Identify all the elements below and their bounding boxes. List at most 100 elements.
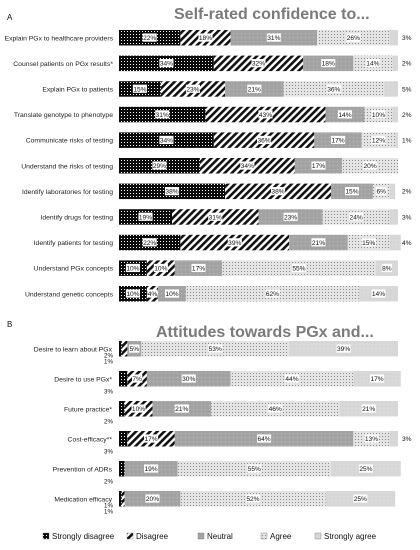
data-label-box [191, 263, 206, 273]
data-label-strongly-agree: 4% [402, 240, 412, 247]
data-label-agree: 13% [365, 436, 378, 443]
data-label-agree: 44% [285, 376, 298, 383]
bar-segment-strongly-agree [389, 431, 398, 447]
bar-row-explain-pgx-to-healthcare-providers: Explain PGx to healthcare providers 22% 18… [5, 30, 412, 46]
data-label-box [311, 161, 326, 170]
data-label-strongly-agree: 3% [402, 436, 412, 443]
bar-row-explain-pgx-to-patients: Explain PGx to patients 15% 23% 21% 36% 5% [42, 81, 412, 97]
data-label-box [361, 404, 376, 413]
legend-swatch [314, 532, 322, 540]
data-label-box [266, 33, 281, 42]
data-label-box [336, 344, 351, 353]
data-label-strongly-agree: 2% [402, 112, 412, 119]
panel-a-title: Self-rated confidence to... [174, 6, 370, 23]
data-label-strongly-disagree: 3% [104, 388, 113, 395]
category-label: Understand PGx concepts [34, 266, 114, 273]
data-label-disagree: 31% [209, 214, 222, 221]
data-label-disagree: 2% [104, 352, 113, 359]
bar-row-cost-efficacy: Cost-efficacy** 3% 17% 64% 13% 3% [68, 431, 412, 455]
data-label-strongly-agree: 17% [370, 376, 383, 383]
data-label-box [247, 84, 262, 93]
data-label-agree: 53% [209, 346, 222, 353]
data-label-agree: 52% [246, 496, 259, 503]
data-label-box [208, 344, 223, 353]
data-label-box [364, 434, 379, 443]
data-label-disagree: 32% [252, 61, 265, 68]
category-label: Desire to use PGx* [54, 376, 112, 383]
data-label-box [376, 187, 387, 196]
data-label-box [247, 464, 262, 473]
data-label-box [257, 434, 272, 443]
data-label-box [227, 238, 242, 247]
data-label-disagree: 18% [199, 35, 212, 42]
data-label-box [363, 161, 378, 170]
data-label-neutral: 21% [312, 240, 325, 247]
bar-segment-strongly-disagree [119, 461, 125, 477]
data-label-box [346, 33, 361, 42]
data-label-box [125, 263, 140, 273]
data-label-strongly-disagree: 29% [153, 163, 166, 170]
panel-a-chart: Explain PGx to healthcare providers 22% 18… [5, 30, 412, 302]
data-label-box [198, 33, 213, 42]
data-label-disagree: 1% [104, 502, 113, 509]
panel-b-letter: B [7, 320, 12, 329]
data-label-disagree: 34% [241, 163, 254, 170]
data-label-strongly-disagree: 10% [126, 291, 139, 298]
data-label-strongly-disagree: 15% [133, 86, 146, 93]
category-label: Translate genotype to phenotype [14, 112, 113, 119]
data-label-box [361, 238, 376, 247]
data-label-strongly-agree: 3% [402, 35, 412, 42]
data-label-neutral: 20% [146, 496, 159, 503]
panel-b-title: Attitudes towards PGx and... [156, 324, 374, 341]
data-label-agree: 55% [248, 466, 261, 473]
data-label-strongly-agree: 5% [402, 86, 412, 93]
data-label-neutral: 17% [312, 163, 325, 170]
data-label-box [153, 263, 168, 273]
data-label-strongly-disagree: 34% [160, 61, 173, 68]
data-label-box [240, 161, 255, 170]
bar-segment-strongly-agree [384, 81, 398, 97]
data-label-disagree: 23% [186, 86, 199, 93]
bar-segment-strongly-agree [389, 183, 396, 200]
data-label-box [159, 135, 174, 145]
bar-row-counsel-patients-on-pgx-results: Counsel patients on PGx results* 34% 32% 18… [13, 55, 412, 72]
legend-item-neutral: Neutral [197, 532, 233, 541]
legend-label: Agree [270, 532, 292, 541]
data-label-strongly-disagree: 22% [143, 240, 156, 247]
data-label-strongly-disagree: 2% [104, 418, 113, 425]
legend-label: Strongly agree [324, 532, 377, 541]
data-label-neutral: 17% [192, 265, 205, 272]
data-label-strongly-agree: 3% [402, 214, 412, 221]
data-label-box [129, 344, 140, 353]
bar-row-identify-laboratories-for-testing: Identify laboratories for testing 38% 38% 1… [22, 183, 412, 200]
data-label-strongly-disagree: 31% [156, 112, 169, 119]
category-label: Identify laboratories for testing [22, 189, 113, 196]
legend-label: Disagree [136, 532, 169, 541]
data-label-strongly-disagree: 19% [139, 214, 152, 221]
data-label-box [164, 289, 180, 298]
data-label-disagree: 10% [132, 406, 145, 413]
data-label-disagree: 17% [144, 436, 157, 443]
data-label-box [142, 33, 157, 42]
data-label-neutral: 15% [345, 189, 358, 196]
data-label-neutral: 19% [144, 466, 157, 473]
bar-segment-strongly-agree [392, 55, 398, 72]
legend-item-strongly-agree: Strongly agree [314, 532, 377, 541]
category-label: Desire to learn about PGx [34, 346, 113, 353]
category-label: Identify patients for testing [34, 240, 114, 247]
data-label-box [311, 238, 326, 247]
legend-swatch [260, 532, 268, 540]
bar-segment-strongly-agree [389, 30, 398, 46]
data-label-box [144, 464, 159, 473]
bar-segment-strongly-agree [392, 106, 398, 123]
data-label-neutral: 18% [322, 61, 335, 68]
bar-segment-strongly-disagree [119, 341, 122, 357]
data-label-box [321, 59, 336, 68]
category-label: Prevention of ADRs [53, 466, 113, 473]
data-label-agree: 10% [372, 112, 385, 119]
category-label: Counsel patients on PGx results* [13, 61, 113, 68]
data-label-box [155, 110, 170, 119]
data-label-box [326, 84, 341, 93]
